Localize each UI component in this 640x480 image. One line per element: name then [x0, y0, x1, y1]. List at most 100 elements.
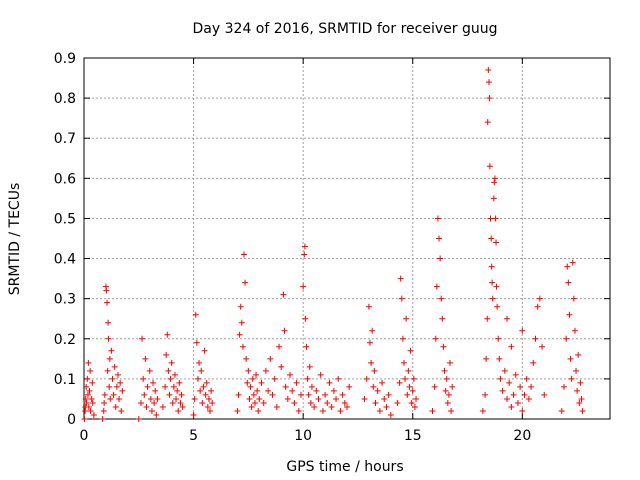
- data-point: [371, 367, 378, 374]
- data-point: [166, 391, 173, 398]
- data-point: [201, 347, 208, 354]
- data-point: [571, 327, 578, 334]
- data-point: [207, 407, 214, 414]
- data-point: [429, 407, 436, 414]
- data-point: [139, 335, 146, 342]
- data-point: [301, 251, 308, 258]
- data-point: [576, 399, 583, 406]
- data-point: [142, 355, 149, 362]
- data-point: [489, 279, 496, 286]
- data-point: [247, 383, 254, 390]
- data-point: [308, 383, 315, 390]
- data-point: [168, 359, 175, 366]
- data-point: [262, 367, 269, 374]
- data-point: [409, 387, 416, 394]
- data-point: [196, 359, 203, 366]
- data-point: [486, 79, 493, 86]
- data-point: [300, 283, 307, 290]
- data-point: [532, 335, 539, 342]
- data-point: [319, 407, 326, 414]
- data-point: [112, 403, 119, 410]
- data-point: [302, 315, 309, 322]
- data-point: [109, 375, 116, 382]
- data-point: [326, 379, 333, 386]
- data-point: [330, 387, 337, 394]
- data-point: [569, 259, 576, 266]
- data-point: [303, 343, 310, 350]
- data-point: [491, 175, 498, 182]
- x-tick-label: 15: [404, 428, 422, 444]
- data-point: [193, 339, 200, 346]
- data-point: [381, 395, 388, 402]
- data-point: [493, 239, 500, 246]
- data-point: [486, 163, 493, 170]
- data-point: [565, 279, 572, 286]
- data-point: [110, 391, 117, 398]
- data-point: [89, 379, 96, 386]
- data-point: [250, 391, 257, 398]
- data-point: [159, 403, 166, 410]
- data-point: [269, 391, 276, 398]
- data-point: [493, 283, 500, 290]
- data-point: [245, 367, 252, 374]
- data-point: [410, 375, 417, 382]
- data-point: [519, 407, 526, 414]
- data-point: [508, 403, 515, 410]
- data-point: [335, 375, 342, 382]
- y-tick-label: 0.1: [54, 372, 76, 388]
- data-point: [379, 379, 386, 386]
- data-point: [173, 395, 180, 402]
- data-point: [503, 395, 510, 402]
- data-point: [256, 395, 263, 402]
- data-point: [100, 407, 107, 414]
- data-point: [150, 379, 157, 386]
- data-point: [311, 403, 318, 410]
- data-point: [495, 335, 502, 342]
- data-point: [579, 407, 586, 414]
- data-point: [499, 387, 506, 394]
- data-point: [147, 395, 154, 402]
- data-point: [374, 387, 381, 394]
- data-point: [441, 367, 448, 374]
- data-point: [82, 403, 89, 410]
- data-point: [521, 391, 528, 398]
- data-point: [396, 379, 403, 386]
- y-axis-label: SRMTID / TECUs: [7, 183, 23, 296]
- data-point: [402, 375, 409, 382]
- data-point: [443, 375, 450, 382]
- data-point: [497, 375, 504, 382]
- data-point: [367, 339, 374, 346]
- data-point: [177, 399, 184, 406]
- data-point: [164, 331, 171, 338]
- data-point: [83, 383, 90, 390]
- data-point: [433, 283, 440, 290]
- data-point: [84, 375, 91, 382]
- data-point: [108, 347, 115, 354]
- data-point: [363, 375, 370, 382]
- data-point: [242, 279, 249, 286]
- data-point: [87, 407, 94, 414]
- data-point: [203, 379, 210, 386]
- data-point: [530, 359, 537, 366]
- data-point: [492, 215, 499, 222]
- data-point: [197, 387, 204, 394]
- data-point: [313, 387, 320, 394]
- y-tick-label: 0.7: [54, 131, 76, 147]
- data-point: [111, 363, 118, 370]
- data-point: [287, 371, 294, 378]
- data-point: [165, 367, 172, 374]
- data-point: [528, 383, 535, 390]
- data-point: [510, 391, 517, 398]
- data-point: [306, 363, 313, 370]
- data-point: [307, 399, 314, 406]
- data-point: [103, 287, 110, 294]
- data-point: [488, 263, 495, 270]
- y-tick-label: 0.6: [54, 171, 76, 187]
- data-point: [106, 383, 113, 390]
- data-point: [361, 395, 368, 402]
- data-point: [431, 383, 438, 390]
- data-point: [341, 399, 348, 406]
- data-point: [437, 255, 444, 262]
- data-point: [399, 335, 406, 342]
- data-point: [370, 383, 377, 390]
